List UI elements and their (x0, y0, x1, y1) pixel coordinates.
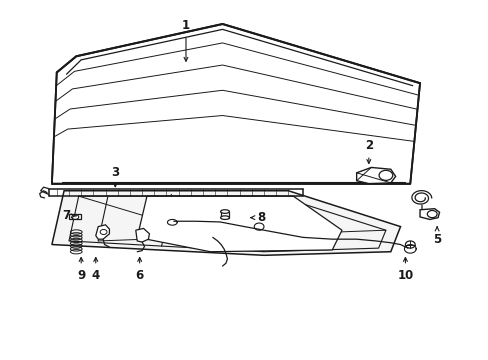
Text: 5: 5 (432, 227, 440, 246)
Polygon shape (419, 209, 439, 220)
Text: 3: 3 (111, 166, 119, 187)
Polygon shape (136, 228, 149, 242)
Ellipse shape (220, 210, 229, 213)
Text: 4: 4 (91, 257, 100, 282)
Text: 8: 8 (250, 211, 265, 224)
Polygon shape (137, 196, 341, 252)
Text: 10: 10 (396, 257, 413, 282)
Text: 7: 7 (62, 210, 76, 222)
Text: 9: 9 (77, 257, 85, 282)
Text: 1: 1 (182, 19, 190, 61)
Text: 2: 2 (364, 139, 372, 163)
Text: 6: 6 (135, 257, 143, 282)
Polygon shape (356, 167, 395, 184)
Polygon shape (52, 24, 419, 184)
Polygon shape (52, 191, 400, 255)
Polygon shape (69, 214, 81, 220)
Ellipse shape (220, 216, 229, 220)
Polygon shape (96, 225, 109, 239)
